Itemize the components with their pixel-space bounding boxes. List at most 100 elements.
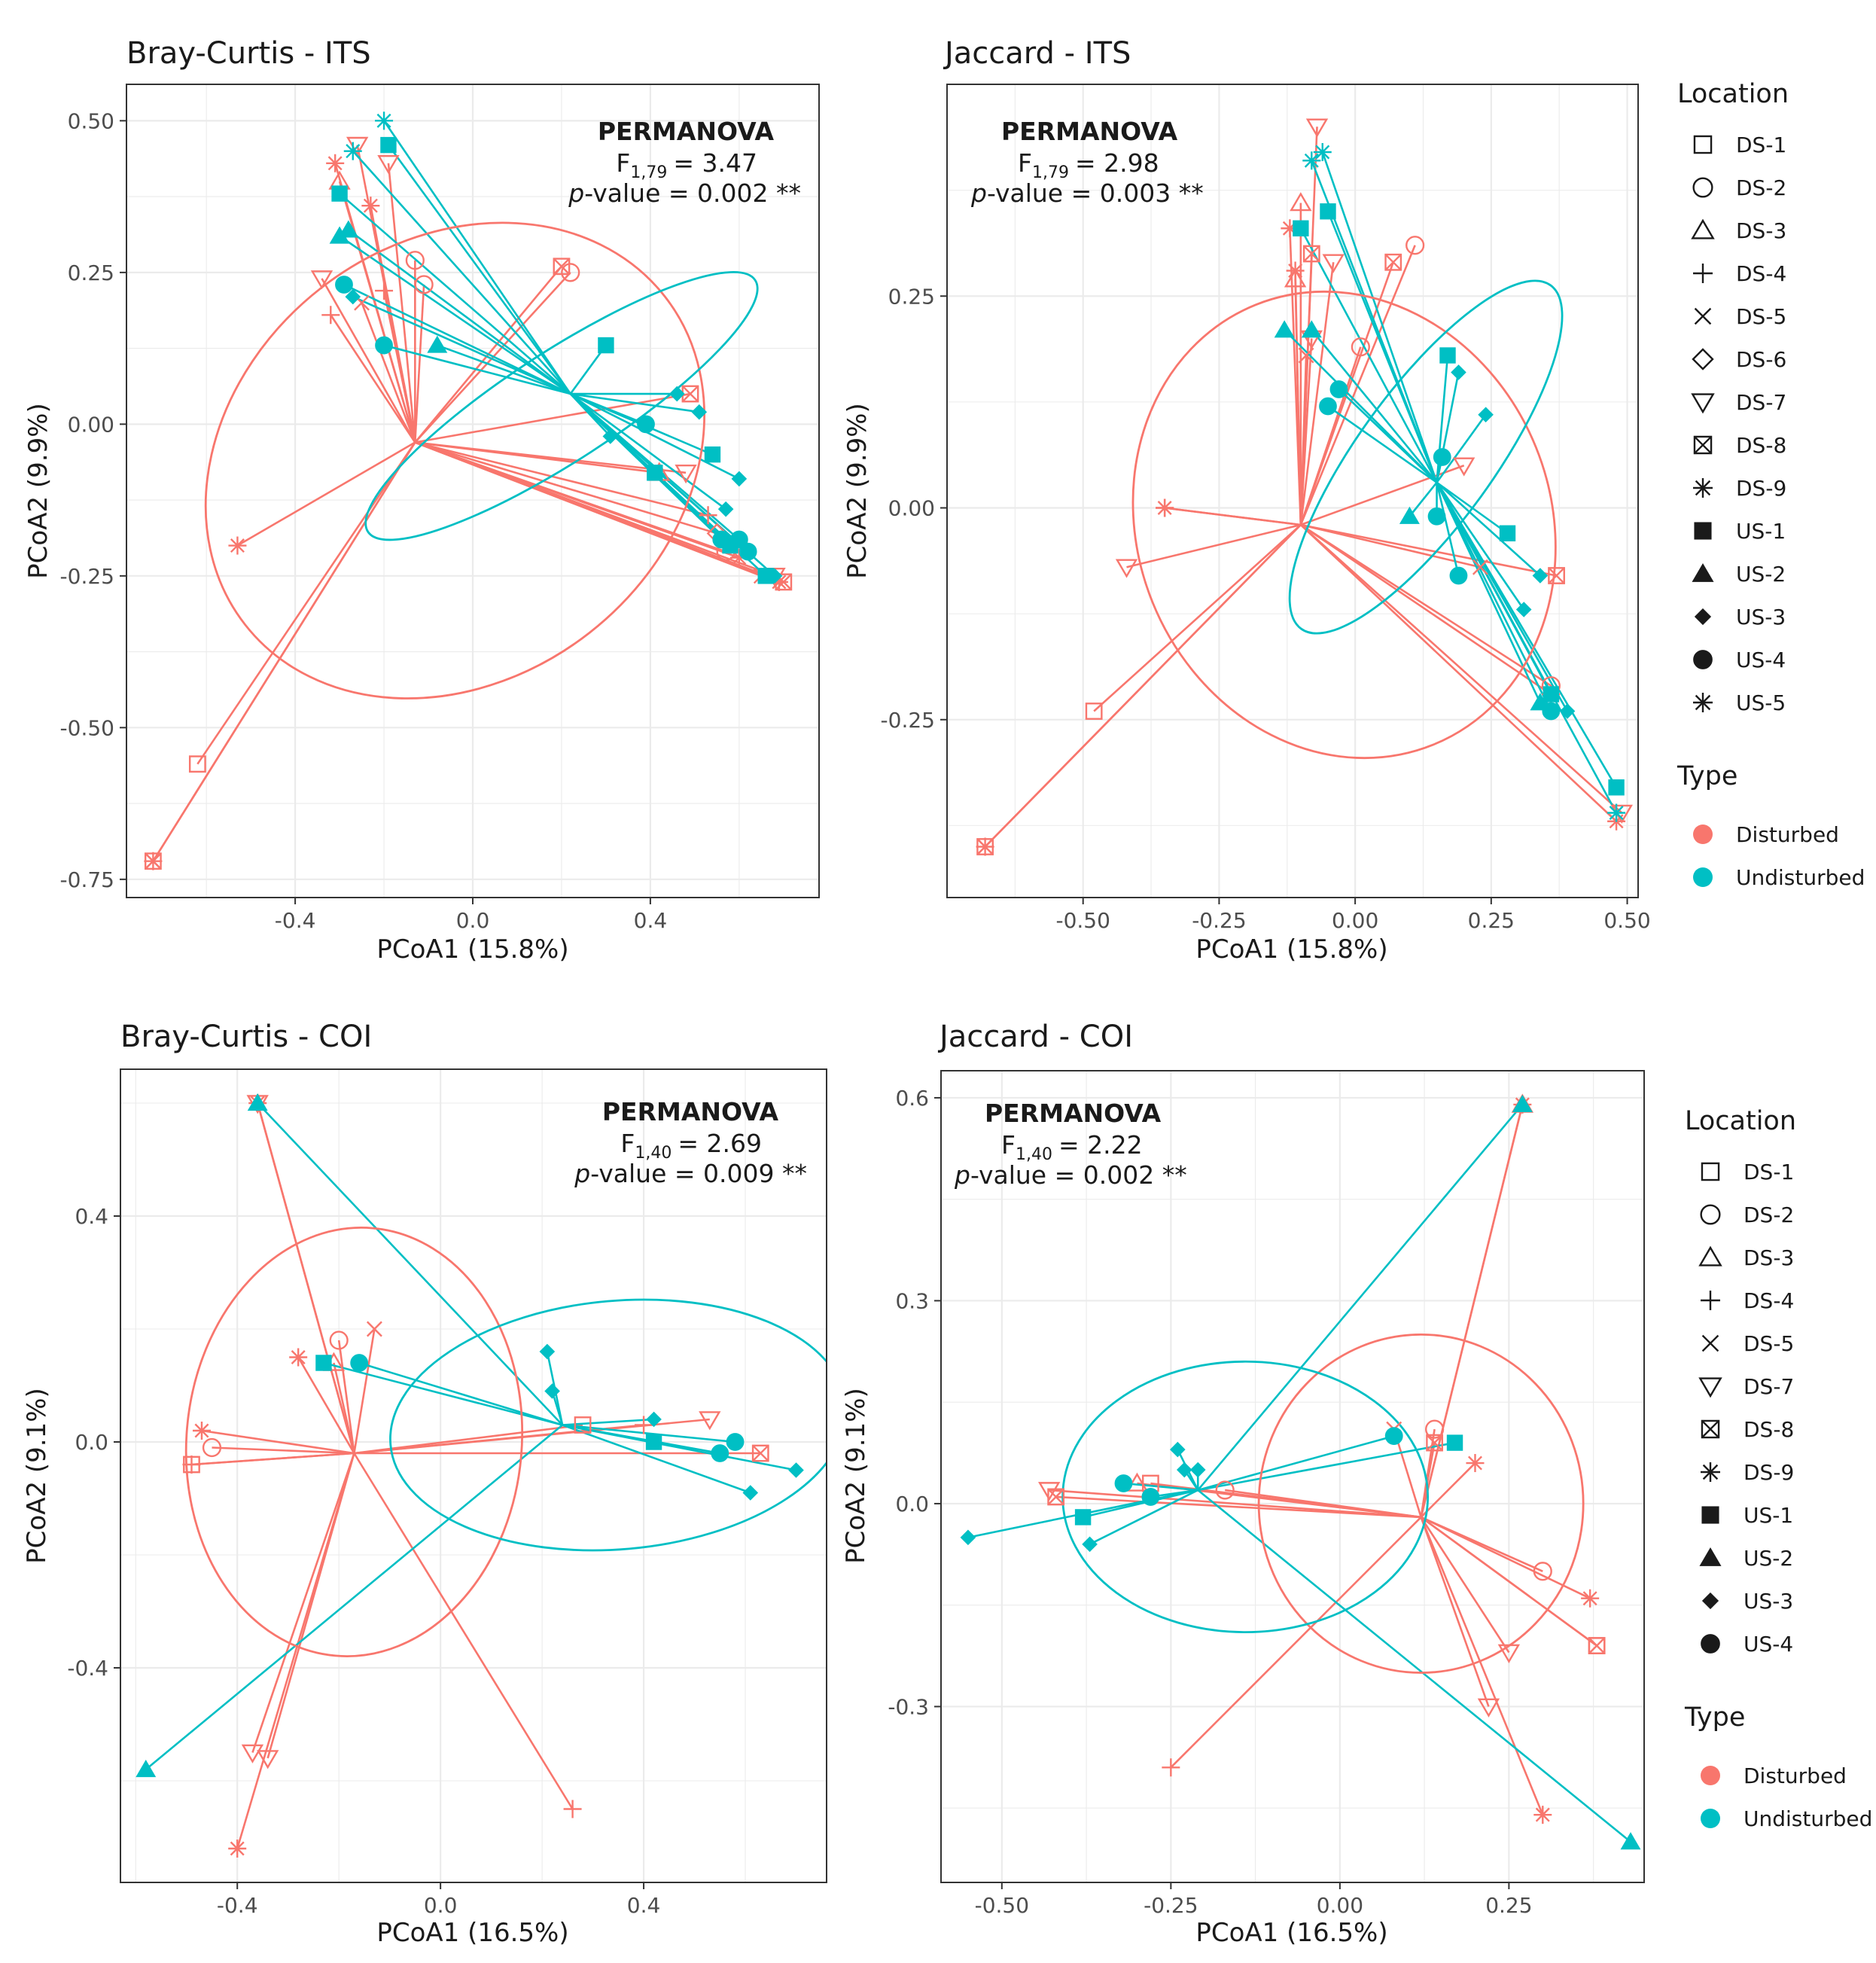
spoke-line — [1197, 1489, 1631, 1843]
point-ds-8 — [976, 838, 994, 855]
point-us-1 — [1499, 525, 1516, 541]
y-axis-label: PCoA2 (9.9%) — [23, 403, 53, 579]
spoke-line — [1420, 1516, 1544, 1815]
legend-key-ds-1 — [1693, 135, 1713, 154]
points-undisturbed — [329, 111, 783, 584]
point-us-3 — [544, 1383, 560, 1399]
point-us-3 — [717, 501, 734, 517]
point-us-3 — [1478, 407, 1494, 423]
point-us-5 — [1313, 143, 1332, 161]
spoke-line — [338, 181, 416, 443]
legend-item-ds-5: DS-5 — [1736, 304, 1786, 329]
point-ds-7 — [377, 154, 400, 175]
legend-type-item-disturbed: Disturbed — [1744, 1763, 1847, 1788]
point-ds-9 — [361, 197, 380, 215]
legend-key-ds-1 — [1701, 1162, 1720, 1181]
points-disturbed — [1038, 1093, 1606, 1824]
spoke-line — [1420, 1462, 1476, 1518]
spoke-line — [1436, 482, 1618, 814]
point-ds-9 — [1466, 1454, 1485, 1473]
legend-type-item-undisturbed: Undisturbed — [1736, 865, 1865, 890]
x-tick-label: -0.50 — [975, 1893, 1029, 1918]
point-us-5 — [1607, 803, 1626, 822]
point-ds-2 — [414, 275, 434, 294]
point-us-1 — [722, 537, 739, 554]
spoke-line — [352, 295, 571, 395]
x-tick-label: 0.0 — [424, 1893, 458, 1918]
point-ds-5 — [1472, 559, 1488, 575]
plot-background — [941, 1071, 1644, 1882]
y-tick-label: 0.25 — [68, 261, 114, 285]
point-ds-7 — [1453, 457, 1476, 477]
p-symbol: p — [574, 1159, 590, 1188]
spoke-line — [383, 344, 571, 395]
spokes-disturbed — [191, 1102, 761, 1849]
x-axis-label: PCoA1 (16.5%) — [1195, 1918, 1387, 1948]
point-ds-2 — [202, 1437, 222, 1458]
spoke-line — [1055, 1495, 1421, 1519]
x-axis-label: PCoA1 (15.8%) — [376, 934, 568, 965]
point-us-3 — [345, 288, 361, 305]
point-us-4 — [1384, 1427, 1403, 1445]
point-us-1 — [380, 136, 397, 154]
spoke-line — [1421, 1516, 1591, 1599]
point-us-4 — [711, 1444, 729, 1462]
point-ds-1 — [188, 755, 206, 773]
p-symbol: p — [568, 178, 584, 208]
point-us-3 — [1515, 602, 1532, 617]
p-value: -value = 0.002 ** — [970, 1160, 1187, 1190]
permanova-p-value: p-value = 0.009 ** — [574, 1159, 807, 1188]
point-us-4 — [1329, 380, 1348, 398]
point-us-1 — [598, 337, 614, 354]
point-ds-4 — [1162, 1758, 1180, 1777]
point-us-3 — [1559, 703, 1576, 719]
point-ds-5 — [366, 1321, 382, 1337]
spoke-line — [569, 344, 607, 395]
p-value: -value = 0.003 ** — [987, 178, 1204, 208]
point-us-3 — [788, 1462, 804, 1478]
spoke-line — [1327, 405, 1438, 483]
legend-item-ds-7: DS-7 — [1744, 1374, 1794, 1399]
permanova-f-statistic: F1,79 = 3.47 — [616, 148, 757, 182]
points-undisturbed — [1274, 143, 1626, 822]
spoke-line — [387, 144, 571, 395]
legend-key-ds-9 — [1701, 1462, 1720, 1482]
legend-type-swatch-undisturbed — [1693, 867, 1713, 887]
point-ds-4 — [321, 306, 340, 325]
point-us-5 — [1302, 151, 1321, 170]
point-us-4 — [1114, 1474, 1133, 1492]
spoke-line — [321, 278, 416, 444]
y-axis-label: PCoA2 (9.1%) — [22, 1388, 52, 1564]
point-us-1 — [704, 446, 721, 463]
legend-type-swatch-disturbed — [1701, 1766, 1720, 1785]
legend-key-ds-3 — [1698, 1245, 1722, 1267]
axis-ticks: -0.4 0.0 0.4 0.50 0.25 0.00 -0.25 -0.50 -0.75 — [60, 108, 668, 933]
y-tick-label: -0.25 — [60, 564, 114, 589]
point-ds-8 — [1302, 245, 1320, 263]
ellipse-undisturbed — [1288, 279, 1564, 635]
spoke-line — [333, 1362, 355, 1454]
legend-key-us-5 — [1693, 693, 1713, 712]
point-ds-9 — [326, 154, 345, 172]
point-us-1 — [1608, 779, 1625, 796]
point-us-4 — [375, 336, 393, 355]
spoke-line — [353, 1452, 574, 1810]
point-ds-1 — [183, 1455, 200, 1474]
y-tick-label: 0.4 — [75, 1204, 108, 1229]
point-ds-9 — [1533, 1806, 1552, 1824]
legend-item-us-5: US-5 — [1736, 690, 1786, 715]
spoke-line — [1436, 482, 1525, 611]
point-us-5 — [375, 111, 394, 130]
plot-content — [136, 1093, 827, 1858]
spoke-line — [1420, 1516, 1490, 1707]
y-tick-label: 0.3 — [895, 1288, 929, 1313]
spoke-line — [1338, 389, 1438, 483]
spoke-line — [361, 302, 416, 443]
legend-type-swatch-disturbed — [1693, 825, 1713, 844]
spoke-line — [196, 441, 416, 765]
permanova-box: PERMANOVA F1,40 = 2.22 p-value = 0.002 ** — [954, 1099, 1187, 1190]
axis-ticks: -0.50 -0.25 0.00 0.25 0.50 0.25 0.00 -0.25 — [881, 284, 1651, 933]
point-ds-9 — [289, 1348, 308, 1367]
legend-key-ds-9 — [1693, 478, 1713, 498]
